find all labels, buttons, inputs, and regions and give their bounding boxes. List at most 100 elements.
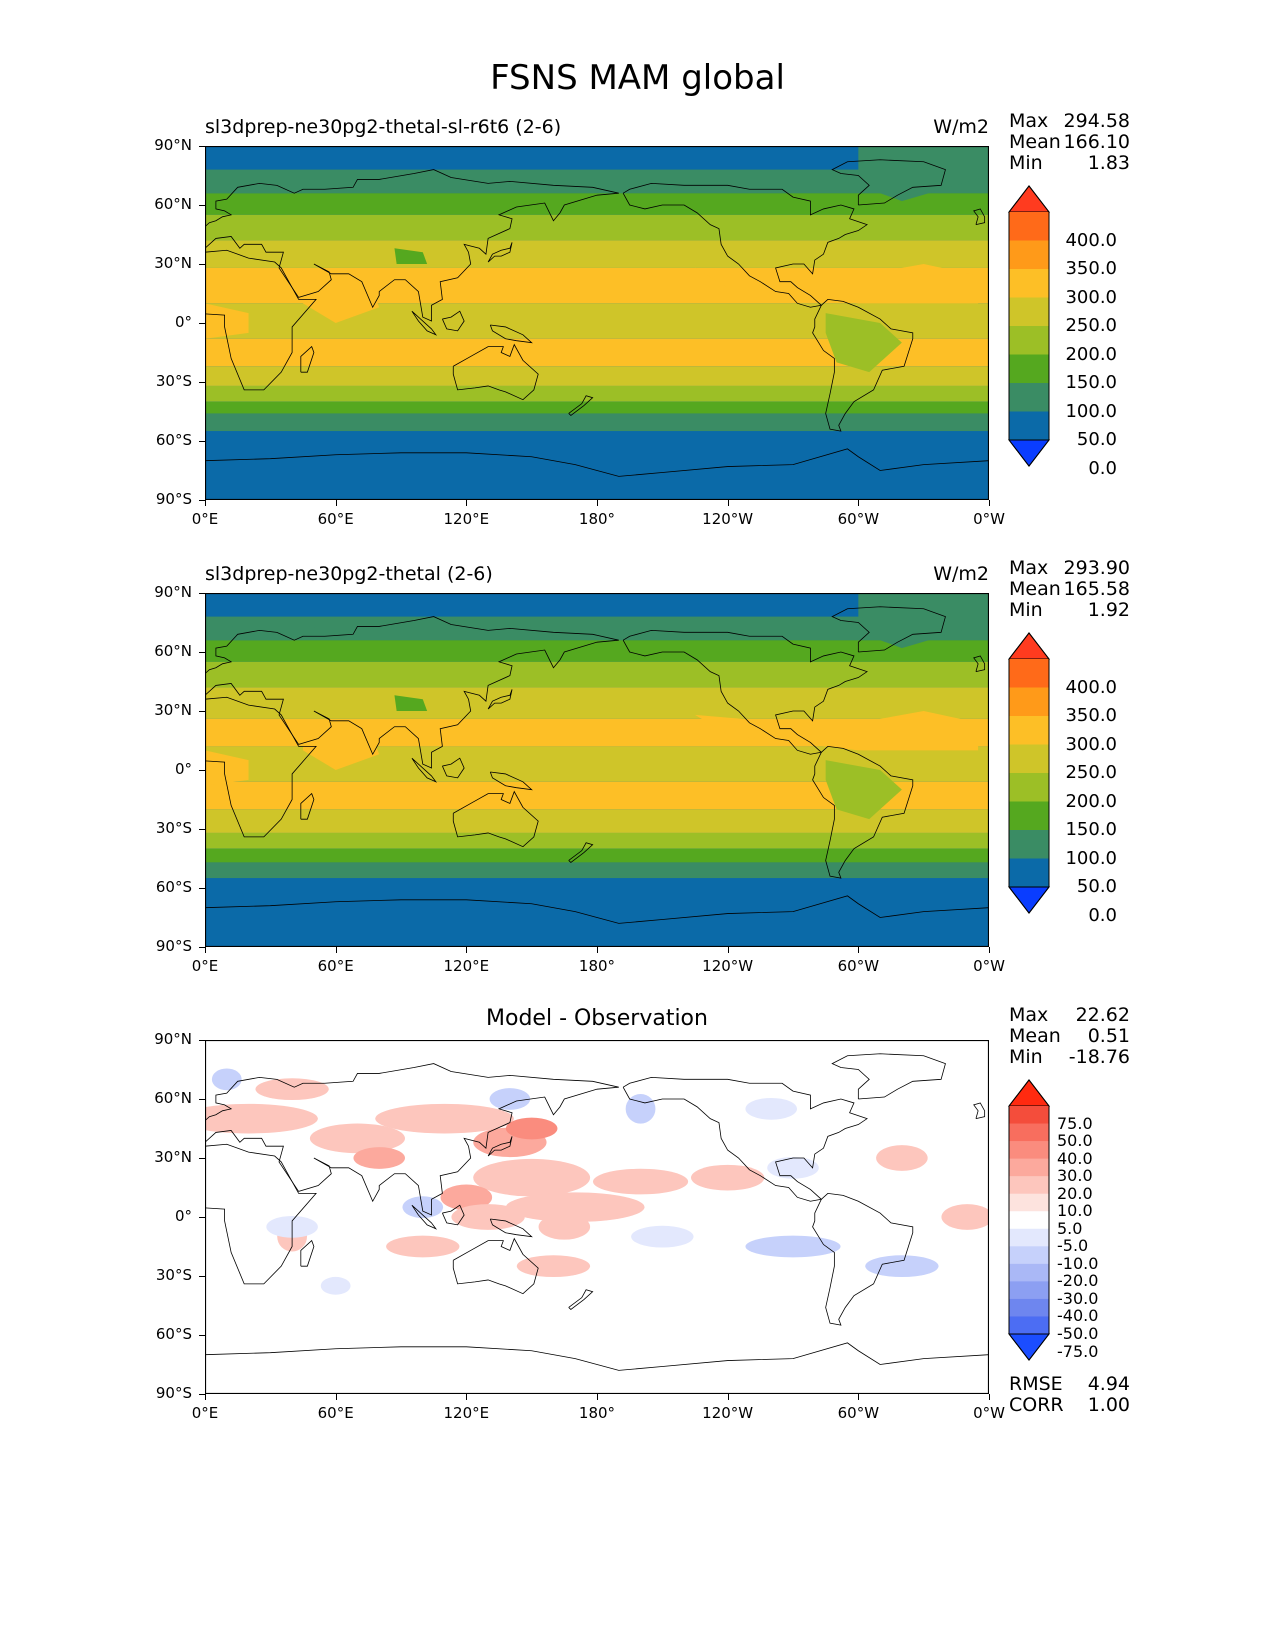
colorbar-tick-label: 300.0 bbox=[1065, 733, 1117, 755]
stat-name: Min bbox=[1009, 152, 1043, 174]
contour-band bbox=[205, 385, 989, 402]
coastline bbox=[831, 606, 946, 653]
coastline bbox=[831, 159, 946, 206]
coastline bbox=[442, 757, 465, 779]
colorbar-top-extend bbox=[1007, 1079, 1051, 1107]
anomaly-patch bbox=[505, 1117, 558, 1140]
coastline bbox=[812, 745, 914, 879]
coastline bbox=[411, 310, 438, 336]
lat-tick-mark bbox=[199, 1335, 205, 1336]
anomaly-patch bbox=[516, 1255, 591, 1278]
anomaly-patch bbox=[473, 1158, 591, 1197]
stat-name: Min bbox=[1009, 1046, 1043, 1068]
colorbar-tick-label: -5.0 bbox=[1057, 1236, 1089, 1256]
coastline bbox=[205, 249, 317, 391]
lon-tick-label: 0°E bbox=[191, 510, 219, 528]
colorbar-bottom-extend bbox=[1007, 886, 1051, 914]
lat-tick-label: 30°S bbox=[155, 372, 192, 390]
contour-region bbox=[394, 695, 428, 711]
colorbar-tick-label: 100.0 bbox=[1065, 400, 1117, 422]
anomaly-patch bbox=[767, 1156, 819, 1179]
lon-tick-label: 120°W bbox=[702, 510, 754, 528]
colorbar-segment bbox=[1009, 773, 1049, 802]
lat-tick-label: 0° bbox=[174, 1207, 192, 1225]
colorbar-segment bbox=[1009, 354, 1049, 384]
colorbar-segment bbox=[1009, 240, 1049, 270]
coastline bbox=[205, 1063, 619, 1216]
colorbar-tick-label: 10.0 bbox=[1057, 1201, 1093, 1221]
metric-name: RMSE bbox=[1009, 1373, 1063, 1395]
colorbar-segment bbox=[1009, 1106, 1049, 1125]
anomaly-patch bbox=[205, 1103, 318, 1134]
anomaly-patch bbox=[489, 1088, 531, 1110]
colorbar-segment bbox=[1009, 687, 1049, 717]
lat-tick-label: 30°N bbox=[154, 701, 192, 719]
stat-name: Mean bbox=[1009, 131, 1061, 153]
colorbar-top-extend bbox=[1007, 632, 1051, 660]
lon-tick-label: 0°W bbox=[973, 957, 1005, 975]
lat-tick-mark bbox=[199, 1217, 205, 1218]
lon-tick-mark bbox=[989, 947, 990, 953]
lon-tick-label: 180° bbox=[578, 1404, 616, 1422]
anomaly-patch bbox=[255, 1078, 329, 1101]
coastline bbox=[487, 242, 513, 263]
coastline bbox=[973, 1102, 986, 1120]
contour-band bbox=[205, 593, 989, 617]
coastline bbox=[489, 771, 533, 791]
lat-tick-mark bbox=[199, 947, 205, 948]
coastline bbox=[487, 689, 513, 710]
colorbar-segment bbox=[1009, 383, 1049, 412]
coastline bbox=[205, 616, 619, 769]
lat-tick-mark bbox=[199, 146, 205, 147]
colorbar-tick-label: 50.0 bbox=[1076, 876, 1117, 897]
map-panel-3 bbox=[205, 1040, 989, 1394]
lon-tick-label: 120°W bbox=[702, 1404, 754, 1422]
contour-region bbox=[825, 313, 902, 373]
lon-tick-label: 60°W bbox=[837, 510, 880, 528]
lat-tick-label: 90°S bbox=[155, 937, 192, 955]
colorbar-tick-label: 250.0 bbox=[1065, 762, 1117, 783]
metric-value: 4.94 bbox=[1087, 1373, 1130, 1395]
lon-tick-label: 0°W bbox=[973, 510, 1005, 528]
contour-band bbox=[205, 146, 989, 170]
lat-tick-label: 30°N bbox=[154, 1148, 192, 1166]
colorbar-segment bbox=[1009, 326, 1049, 355]
colorbar-tick-label: 400.0 bbox=[1065, 676, 1117, 698]
lat-tick-label: 60°S bbox=[155, 431, 192, 449]
anomaly-patch bbox=[876, 1145, 928, 1171]
lat-tick-mark bbox=[199, 829, 205, 830]
coastline bbox=[300, 792, 315, 820]
lat-tick-mark bbox=[199, 1394, 205, 1395]
map-frame bbox=[205, 1040, 989, 1394]
colorbar-tick-label: 50.0 bbox=[1076, 429, 1117, 450]
lat-tick-mark bbox=[199, 711, 205, 712]
stat-value: 293.90 bbox=[1063, 557, 1130, 579]
contour-band bbox=[205, 401, 989, 414]
colorbar-tick-label: -75.0 bbox=[1057, 1341, 1099, 1361]
figure-title: FSNS MAM global bbox=[490, 58, 785, 98]
colorbar-tick-label: 300.0 bbox=[1065, 286, 1117, 308]
lon-tick-label: 120°W bbox=[702, 957, 754, 975]
anomaly-patch bbox=[505, 1192, 645, 1222]
coastline bbox=[831, 1053, 946, 1100]
lon-tick-label: 120°E bbox=[443, 1404, 490, 1422]
lon-tick-mark bbox=[205, 500, 206, 506]
contour-region bbox=[205, 303, 249, 339]
colorbar-segment bbox=[1009, 830, 1049, 859]
colorbar-segment bbox=[1009, 744, 1049, 774]
colorbar-tick-label: 20.0 bbox=[1057, 1183, 1093, 1203]
colorbar-tick-label: -10.0 bbox=[1057, 1253, 1099, 1273]
stat-value: 294.58 bbox=[1063, 110, 1130, 132]
contour-region bbox=[205, 750, 249, 786]
lat-tick-mark bbox=[199, 323, 205, 324]
colorbar-bottom-extend bbox=[1007, 439, 1051, 467]
lat-tick-mark bbox=[199, 1040, 205, 1041]
colorbar-segment bbox=[1009, 1141, 1049, 1160]
stat-name: Max bbox=[1009, 557, 1049, 579]
anomaly-patch bbox=[625, 1094, 656, 1124]
contour-region bbox=[858, 146, 989, 202]
lon-tick-mark bbox=[466, 500, 468, 506]
colorbar-tick-label: 150.0 bbox=[1065, 372, 1117, 393]
lon-tick-label: 180° bbox=[578, 957, 616, 975]
lon-tick-label: 0°E bbox=[191, 1404, 219, 1422]
